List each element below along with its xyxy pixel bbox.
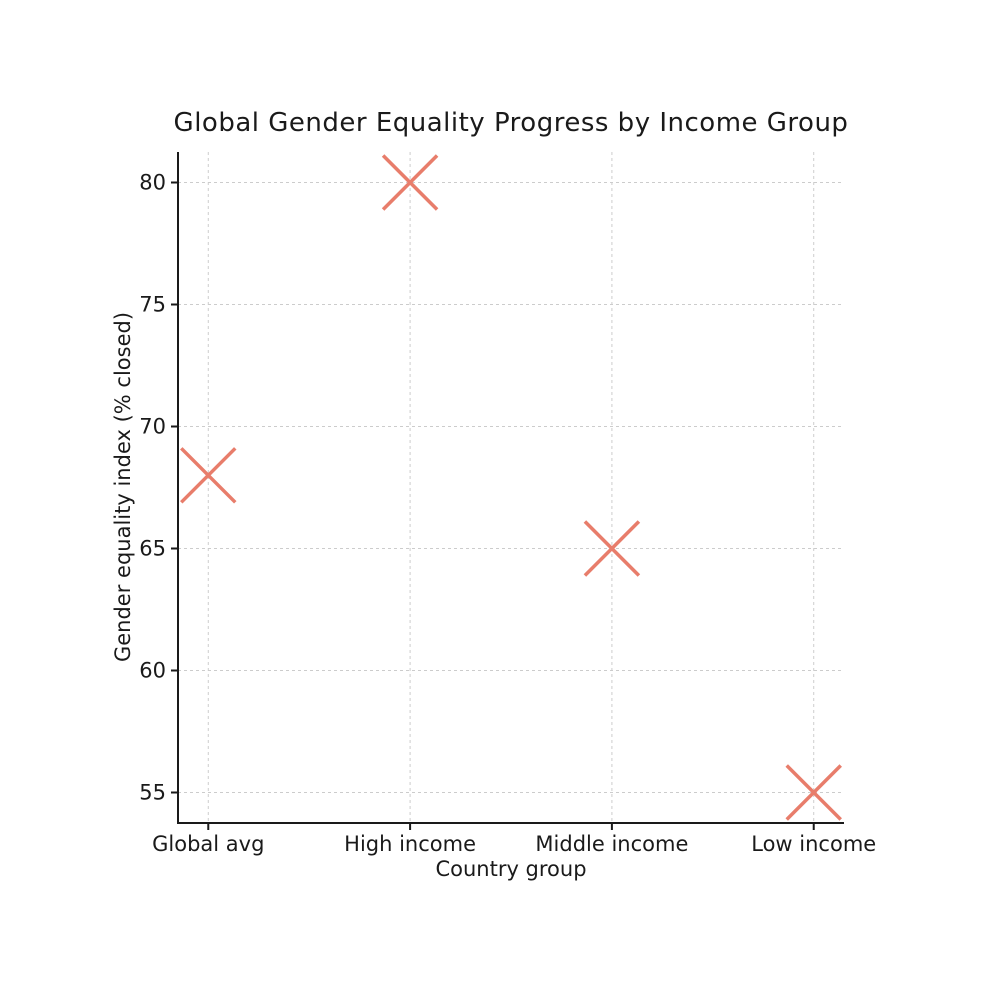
y-tick-label: 80: [139, 171, 166, 195]
x-marker-stroke: [785, 764, 842, 821]
x-tick-label: High income: [344, 832, 476, 856]
x-tick-label: Middle income: [535, 832, 688, 856]
y-tick-label: 65: [139, 537, 166, 561]
y-tick-label: 70: [139, 415, 166, 439]
x-marker-stroke: [180, 447, 237, 504]
y-tick-label: 75: [139, 293, 166, 317]
y-tick-label: 60: [139, 659, 166, 683]
x-axis-title: Country group: [435, 857, 587, 881]
marker-high-income: [381, 154, 439, 211]
marker-global-avg: [180, 447, 237, 504]
chart-title: Global Gender Equality Progress by Incom…: [173, 108, 849, 138]
x-tick-label: Low income: [751, 832, 876, 856]
marker-low-income: [785, 764, 842, 821]
y-tick-label: 55: [139, 781, 166, 805]
x-tick-label: Global avg: [152, 832, 264, 856]
x-marker-stroke: [583, 520, 641, 577]
x-marker-stroke: [381, 154, 439, 211]
marker-middle-income: [583, 520, 641, 577]
